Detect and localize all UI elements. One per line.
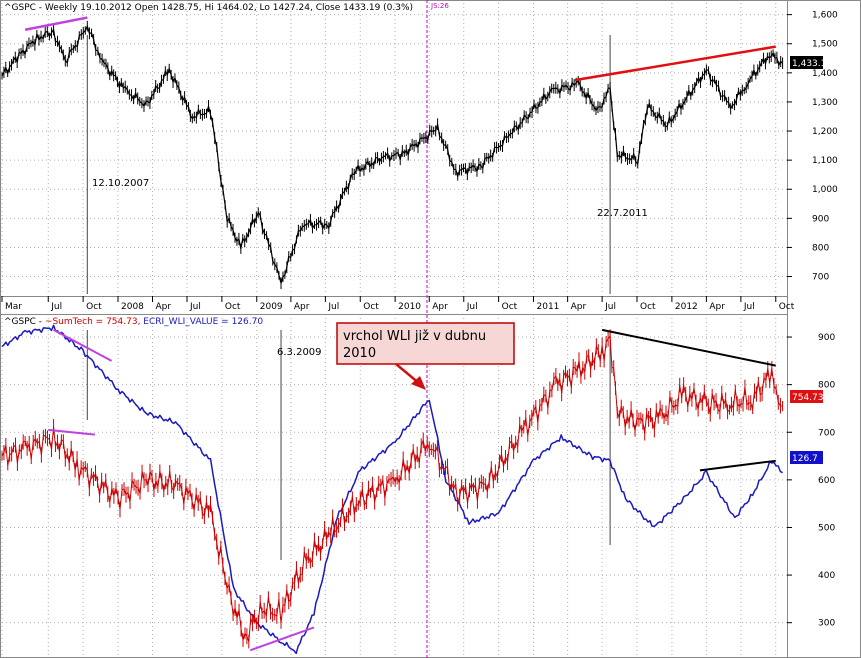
cursor-marker-label: JS:26 (430, 2, 449, 10)
xtick-label: 2009 (260, 302, 283, 312)
ytick-label: 1,400 (812, 69, 838, 79)
xtick-label: Apr (432, 302, 448, 312)
callout-arrow-head (411, 376, 426, 390)
xtick-label: 2008 (121, 302, 144, 312)
ytick-label: 1,100 (812, 156, 838, 166)
badge-price-bg (790, 56, 823, 69)
callout-line-2: 2010 (343, 346, 376, 361)
callout-line-1: vrchol WLI již v dubnu (343, 329, 486, 344)
date-markers (86, 35, 611, 560)
ytick-label: 800 (818, 381, 835, 391)
badge-price-text: 1,433.19 (792, 59, 832, 69)
xtick-label: Oct (225, 302, 241, 312)
xtick-label: Apr (156, 302, 172, 312)
ytick-label: 400 (818, 571, 835, 581)
xtick-label: Oct (640, 302, 656, 312)
ytick-label: 1,300 (812, 98, 838, 108)
trendline-bottom-3 (601, 328, 776, 367)
xtick-label: Oct (86, 302, 102, 312)
ytick-label: 700 (818, 428, 835, 438)
ytick-label: 900 (818, 333, 835, 343)
wli-series (1, 324, 783, 655)
xtick-label: Apr (709, 302, 725, 312)
xtick-label: Oct (502, 302, 518, 312)
xtick-label: Jul (327, 302, 339, 312)
xtick-label: Jul (50, 302, 62, 312)
xtick-label: Oct (363, 302, 379, 312)
price-range (1, 20, 784, 290)
xtick-label: Jul (604, 302, 616, 312)
ytick-label: 1,600 (812, 11, 838, 21)
xtick-label: Mar (5, 302, 22, 312)
trendline-top-0 (24, 16, 88, 31)
bottom-chart-title: ^GSPC - ~SumTech = 754.73, ECRI_WLI_VALU… (4, 317, 263, 327)
series (1, 20, 784, 655)
badge-wli-bg (790, 451, 823, 464)
badge-sumtech-text: 754.73 (792, 393, 824, 403)
callout-box (336, 322, 515, 365)
badge-wli: 126.7 (790, 451, 823, 464)
badge-sumtech-bg (790, 390, 823, 403)
badge-price: 1,433.19 (790, 56, 832, 69)
title-sep: , (138, 317, 144, 327)
title-wli: ECRI_WLI_VALUE = 126.70 (143, 317, 263, 327)
xtick-label: Jul (189, 302, 201, 312)
time-axis-band (0, 296, 788, 315)
xtick-label: Jul (743, 302, 755, 312)
ytick-label: 300 (818, 619, 835, 629)
wli-peak-callout: vrchol WLI již v dubnu 2010 (336, 322, 515, 390)
xtick-label: 2011 (537, 302, 560, 312)
xtick-label: 2012 (675, 302, 698, 312)
xtick-label: Jul (466, 302, 478, 312)
badge-sumtech: 754.73 (790, 390, 824, 403)
sumtech-range (1, 329, 784, 649)
ytick-label: 600 (818, 476, 835, 486)
ytick-label: 900 (812, 214, 829, 224)
trendline-top-1 (574, 45, 776, 82)
trendline-bottom-1 (48, 428, 95, 436)
ytick-label: 700 (812, 273, 829, 283)
trendline-bottom-0 (53, 329, 113, 362)
ytick-label: 1,000 (812, 185, 838, 195)
xtick-label: Oct (779, 302, 795, 312)
badge-wli-text: 126.7 (792, 454, 818, 464)
trendlines (24, 16, 776, 652)
xtick-label: 2010 (398, 302, 421, 312)
ytick-label: 1,200 (812, 127, 838, 137)
trendline-bottom-2 (249, 626, 315, 652)
title-symbol: ^GSPC - (4, 317, 45, 327)
time-axis: Mar Jul Oct 2008 Apr Jul Oct 2009 Apr Jul Oct 2010 A… (0, 296, 795, 315)
top-chart-title: ^GSPC - Weekly 19.10.2012 Open 1428.75, … (4, 3, 413, 13)
price-axis: 700 800 900 1,000 1,100 1,200 1,300 1,400 1,500 1… (787, 11, 838, 283)
annotation-12-10-2007: 12.10.2007 (92, 178, 149, 189)
indicator-axis: 300 400 500 600 700 800 900 (787, 333, 835, 629)
xtick-label: Apr (294, 302, 310, 312)
ytick-label: 800 (812, 243, 829, 253)
trendline-bottom-4 (699, 459, 776, 472)
ytick-label: 500 (818, 523, 835, 533)
annotation-22-7-2011: 22.7.2011 (597, 208, 648, 219)
title-sumtech: ~SumTech = 754.73 (45, 317, 138, 327)
xtick-label: Apr (571, 302, 587, 312)
annotation-6-3-2009: 6.3.2009 (277, 347, 322, 358)
ytick-label: 1,500 (812, 40, 838, 50)
